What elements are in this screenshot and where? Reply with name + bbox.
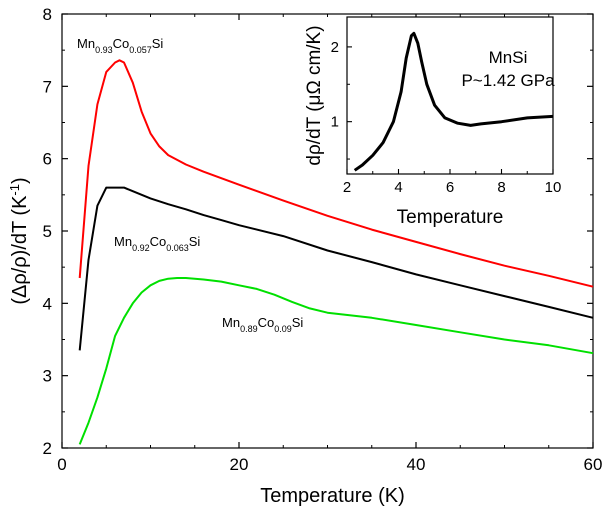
inset-x-tick-label: 6	[446, 179, 454, 196]
series-mn089-co009-line	[78, 277, 594, 445]
series-label-part: 0.09	[274, 324, 292, 334]
inset-x-tick-label: 2	[343, 179, 351, 196]
inset-x-axis-title: Temperature	[397, 207, 504, 228]
inset-mnsi-line	[353, 31, 554, 172]
main-chart: 0 20 40 60 2 3 4 5 6 7 8 Temperature (K) (Δρ/ρ)/dT (…	[7, 5, 603, 507]
inset-pressure-label: P~1.42 GPa	[461, 71, 555, 90]
main-y-tick-label: 5	[43, 222, 52, 241]
main-y-axis-title-part: (Δρ/ρ)/dT (K	[9, 195, 31, 305]
series-label-part: Mn	[77, 36, 95, 51]
main-x-axis-title: Temperature (K)	[260, 485, 405, 507]
inset-x-tick-label: 4	[394, 179, 402, 196]
main-y-tick-label: 4	[43, 294, 52, 313]
series-label-part: Co	[113, 36, 130, 51]
main-y-axis-title-part: -1	[7, 184, 22, 196]
series-label-part: Si	[152, 36, 164, 51]
series-label-part: 0.93	[95, 45, 113, 55]
series-mn093-co0057-label: Mn0.93Co0.057Si	[77, 36, 163, 55]
inset-y-tick-label: 2	[331, 39, 339, 56]
main-x-tick-label: 60	[584, 455, 603, 474]
series-mn093-co0057-line	[78, 59, 594, 288]
main-y-tick-label: 7	[43, 77, 52, 96]
inset-x-tick-label: 10	[545, 179, 562, 196]
inset-y-axis-title: dρ/dT (μΩ cm/K)	[304, 25, 325, 165]
inset-plot-frame	[346, 16, 554, 175]
series-label-part: Si	[292, 315, 304, 330]
inset-x-tick-label: 8	[497, 179, 505, 196]
series-label-part: Mn	[114, 234, 132, 249]
series-label-part: Si	[189, 234, 201, 249]
series-mn089-co009-label: Mn0.89Co0.09Si	[222, 315, 303, 334]
main-x-tick-label: 0	[57, 455, 66, 474]
series-label-part: Co	[258, 315, 275, 330]
series-label-part: 0.89	[240, 324, 258, 334]
main-y-tick-label: 2	[43, 439, 52, 458]
main-y-axis-title-part: )	[9, 177, 31, 184]
series-mn092-co0063-label: Mn0.92Co0.063Si	[114, 234, 200, 253]
inset-y-tick-label: 1	[331, 114, 339, 131]
main-y-tick-label: 6	[43, 150, 52, 169]
series-label-part: Mn	[222, 315, 240, 330]
series-label-part: 0.057	[129, 45, 152, 55]
series-label-part: 0.92	[132, 243, 150, 253]
main-x-tick-label: 20	[230, 455, 249, 474]
series-label-part: 0.063	[166, 243, 189, 253]
main-x-tick-label: 40	[407, 455, 426, 474]
main-y-tick-label: 3	[43, 367, 52, 386]
series-label-part: Co	[150, 234, 167, 249]
main-y-axis-title: (Δρ/ρ)/dT (K-1)	[7, 177, 32, 304]
inset-sample-label: MnSi	[489, 48, 528, 67]
main-y-tick-label: 8	[43, 5, 52, 24]
series-mn092-co0063-line	[78, 186, 594, 351]
